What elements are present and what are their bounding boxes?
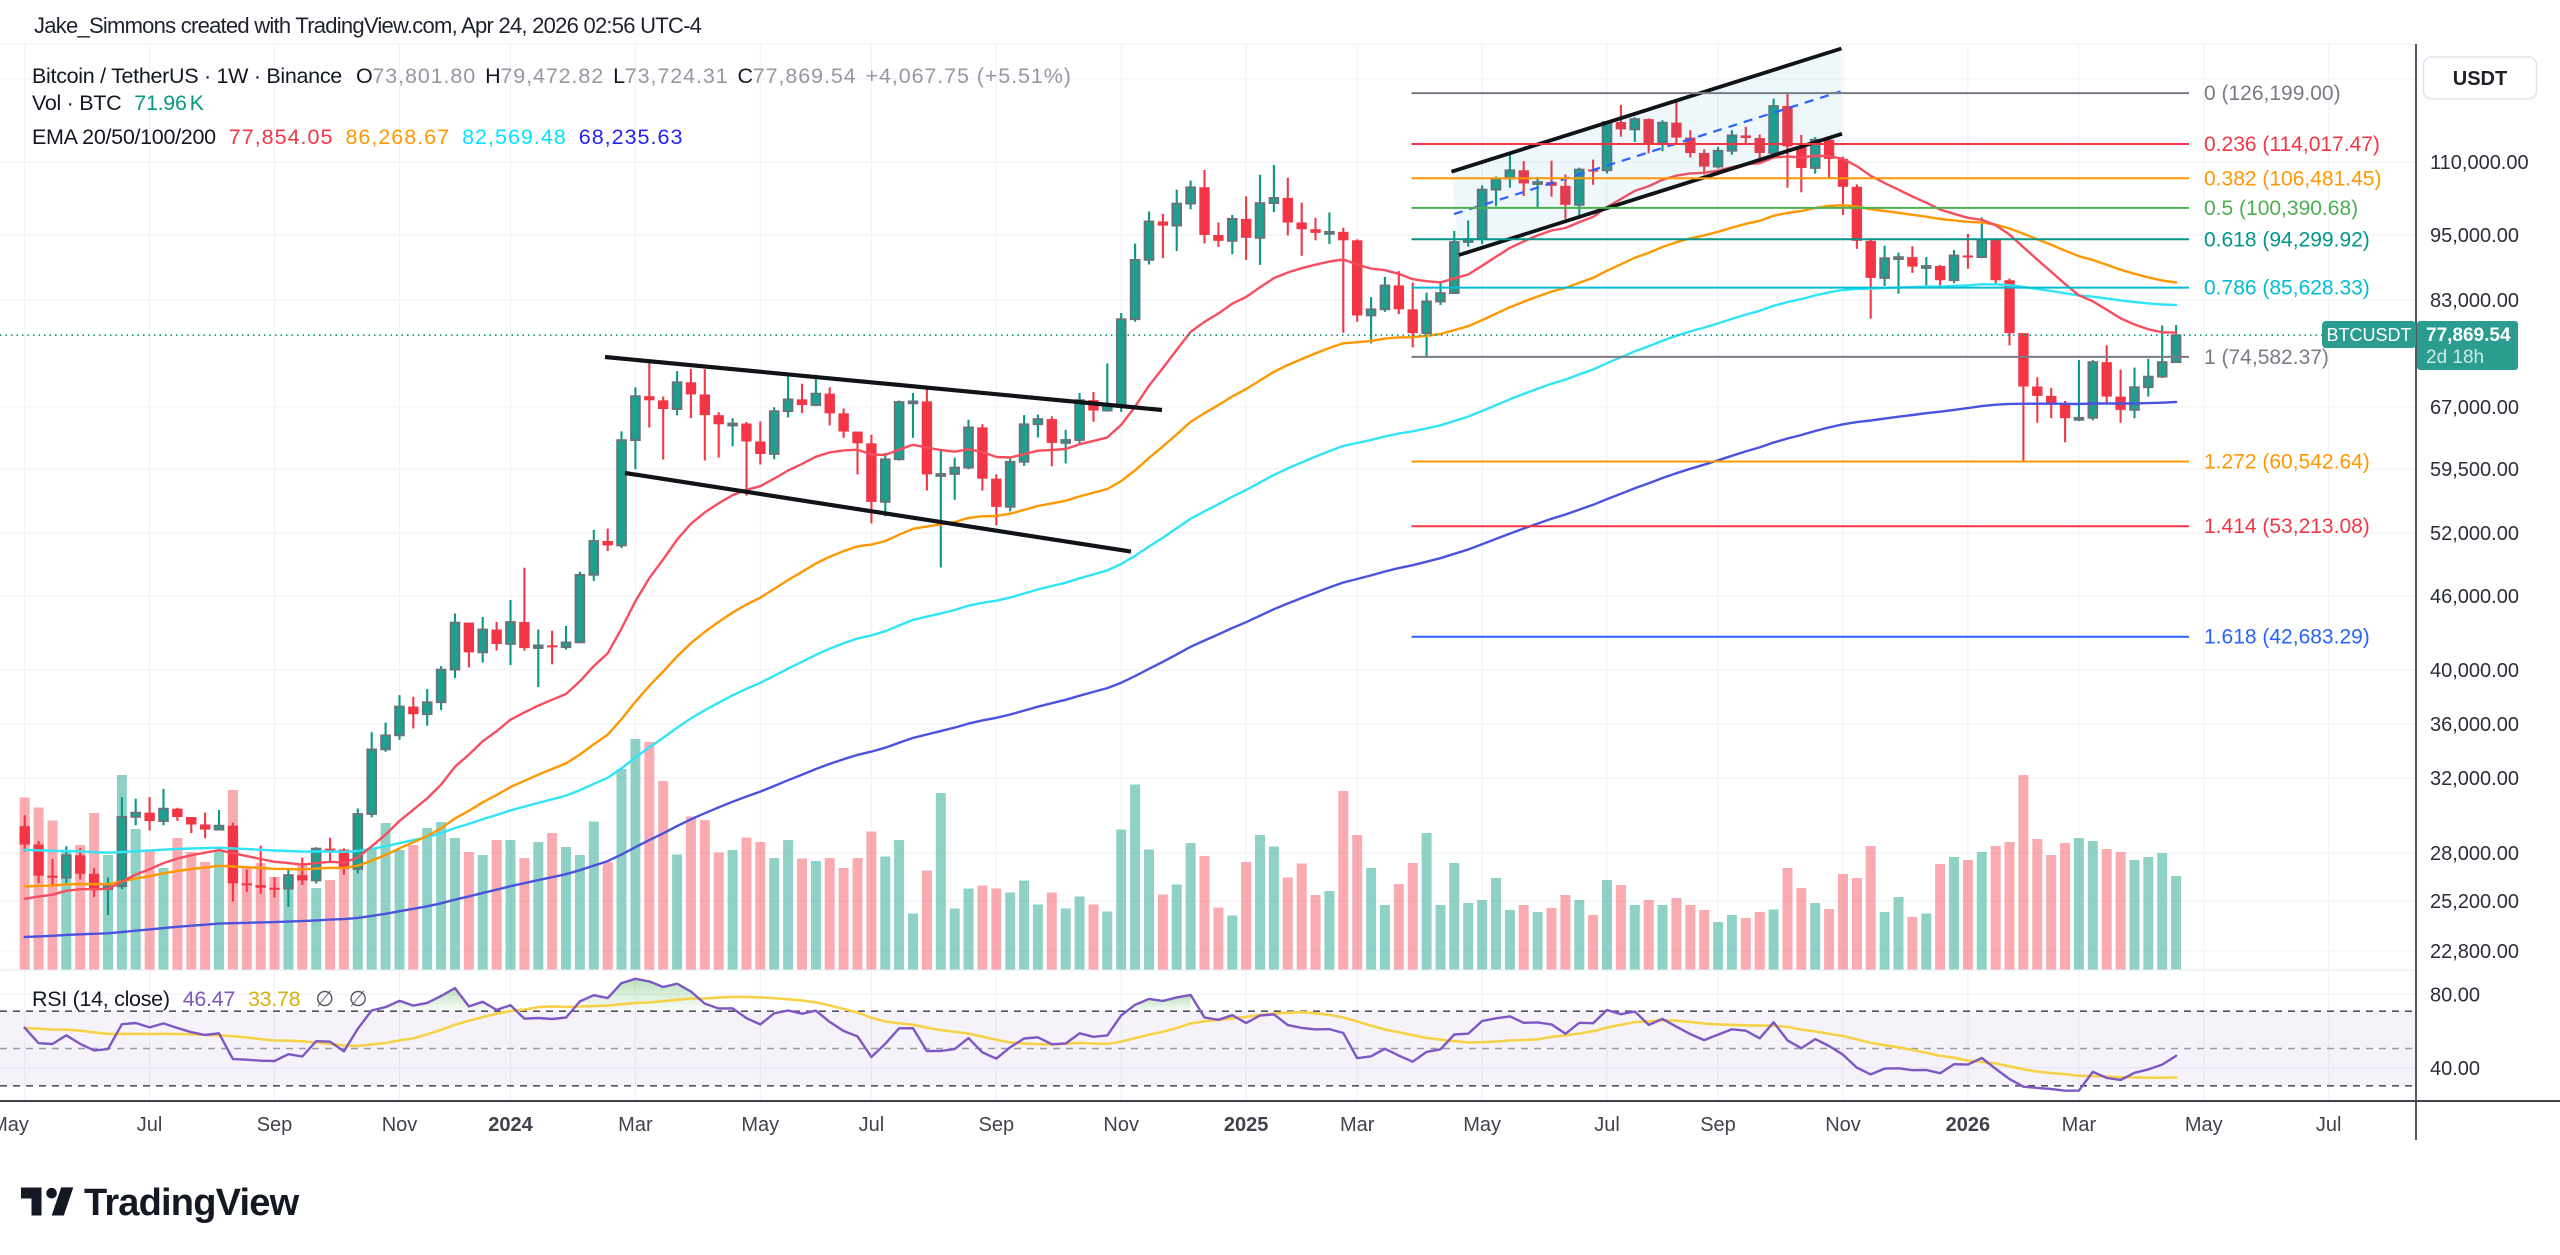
svg-text:Sep: Sep bbox=[979, 1114, 1015, 1136]
svg-text:0.236 (114,017.47): 0.236 (114,017.47) bbox=[2204, 133, 2380, 156]
svg-text:46,000.00: 46,000.00 bbox=[2430, 586, 2519, 608]
svg-text:1 (74,582.37): 1 (74,582.37) bbox=[2204, 346, 2329, 369]
svg-text:Mar: Mar bbox=[618, 1114, 653, 1136]
svg-text:28,000.00: 28,000.00 bbox=[2430, 843, 2519, 865]
svg-text:Nov: Nov bbox=[1103, 1114, 1139, 1136]
svg-text:Sep: Sep bbox=[257, 1114, 293, 1136]
svg-text:Jake_Simmons created with Trad: Jake_Simmons created with TradingView.co… bbox=[34, 13, 702, 38]
svg-text:2024: 2024 bbox=[488, 1114, 533, 1136]
svg-text:Jul: Jul bbox=[1594, 1114, 1620, 1136]
svg-text:BTCUSDT: BTCUSDT bbox=[2327, 325, 2412, 345]
svg-text:25,200.00: 25,200.00 bbox=[2430, 891, 2519, 913]
svg-text:Mar: Mar bbox=[1340, 1114, 1375, 1136]
svg-text:32,000.00: 32,000.00 bbox=[2430, 768, 2519, 790]
svg-text:0.786 (85,628.33): 0.786 (85,628.33) bbox=[2204, 277, 2370, 300]
svg-text:1.272 (60,542.64): 1.272 (60,542.64) bbox=[2204, 451, 2370, 474]
svg-text:36,000.00: 36,000.00 bbox=[2430, 714, 2519, 736]
svg-text:1.618 (42,683.29): 1.618 (42,683.29) bbox=[2204, 626, 2370, 649]
svg-text:110,000.00: 110,000.00 bbox=[2430, 152, 2529, 174]
svg-text:40,000.00: 40,000.00 bbox=[2430, 660, 2519, 682]
svg-text:May: May bbox=[2185, 1114, 2223, 1136]
svg-text:Nov: Nov bbox=[1825, 1114, 1861, 1136]
svg-text:67,000.00: 67,000.00 bbox=[2430, 397, 2519, 419]
svg-text:52,000.00: 52,000.00 bbox=[2430, 523, 2519, 545]
svg-text:2025: 2025 bbox=[1224, 1114, 1269, 1136]
svg-text:USDT: USDT bbox=[2453, 68, 2507, 90]
svg-text:TradingView: TradingView bbox=[84, 1182, 300, 1224]
svg-text:May: May bbox=[1463, 1114, 1501, 1136]
svg-text:Mar: Mar bbox=[2062, 1114, 2097, 1136]
svg-text:0.382 (106,481.45): 0.382 (106,481.45) bbox=[2204, 167, 2381, 190]
svg-text:Jul: Jul bbox=[2316, 1114, 2342, 1136]
svg-text:22,800.00: 22,800.00 bbox=[2430, 941, 2519, 963]
svg-text:59,500.00: 59,500.00 bbox=[2430, 459, 2519, 481]
svg-text:Bitcoin / TetherUS · 1W · Bina: Bitcoin / TetherUS · 1W · Binance O73,801… bbox=[32, 64, 1072, 88]
svg-text:40.00: 40.00 bbox=[2430, 1058, 2480, 1080]
svg-text:2026: 2026 bbox=[1946, 1114, 1991, 1136]
svg-text:80.00: 80.00 bbox=[2430, 984, 2480, 1006]
svg-text:Sep: Sep bbox=[1700, 1114, 1736, 1136]
svg-text:1.414 (53,213.08): 1.414 (53,213.08) bbox=[2204, 515, 2370, 538]
svg-text:0.618 (94,299.92): 0.618 (94,299.92) bbox=[2204, 228, 2370, 251]
svg-text:Jul: Jul bbox=[137, 1114, 163, 1136]
svg-text:0 (126,199.00): 0 (126,199.00) bbox=[2204, 82, 2341, 105]
svg-text:83,000.00: 83,000.00 bbox=[2430, 290, 2519, 312]
svg-text:Nov: Nov bbox=[382, 1114, 418, 1136]
svg-text:77,869.54: 77,869.54 bbox=[2426, 325, 2511, 346]
svg-text:May: May bbox=[741, 1114, 779, 1136]
svg-text:2d 18h: 2d 18h bbox=[2426, 347, 2484, 368]
svg-text:May: May bbox=[0, 1114, 29, 1136]
svg-text:0.5 (100,390.68): 0.5 (100,390.68) bbox=[2204, 197, 2358, 220]
svg-text:Jul: Jul bbox=[859, 1114, 885, 1136]
svg-text:95,000.00: 95,000.00 bbox=[2430, 225, 2519, 247]
